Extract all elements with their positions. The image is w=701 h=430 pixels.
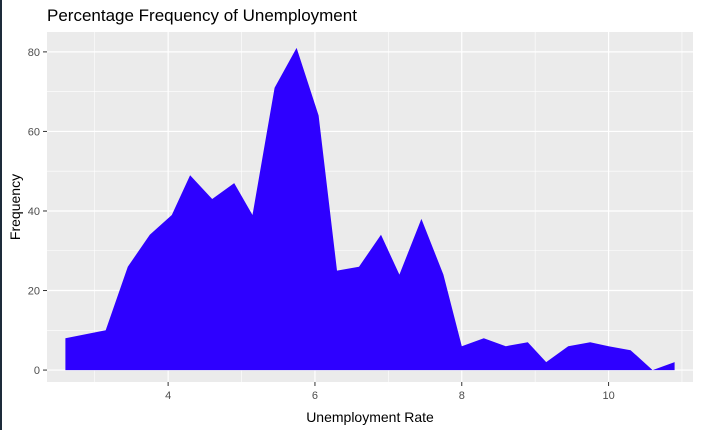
y-tick-label: 60 bbox=[28, 126, 40, 138]
y-axis: 0 20 40 60 80 bbox=[28, 47, 47, 377]
x-tick-label: 6 bbox=[312, 390, 318, 402]
x-tick-label: 10 bbox=[602, 390, 614, 402]
x-tick-label: 4 bbox=[165, 390, 171, 402]
y-tick-label: 40 bbox=[28, 206, 40, 218]
x-axis-title: Unemployment Rate bbox=[306, 409, 434, 425]
window-edge bbox=[0, 0, 2, 430]
y-tick-label: 0 bbox=[34, 365, 40, 377]
unemployment-frequency-area bbox=[65, 47, 675, 371]
x-axis: 4 6 8 10 bbox=[165, 382, 615, 402]
y-tick-label: 80 bbox=[28, 47, 40, 59]
y-axis-title: Frequency bbox=[7, 174, 23, 240]
y-tick-label: 20 bbox=[28, 286, 40, 298]
x-tick-label: 8 bbox=[459, 390, 465, 402]
chart-title: Percentage Frequency of Unemployment bbox=[47, 6, 357, 25]
